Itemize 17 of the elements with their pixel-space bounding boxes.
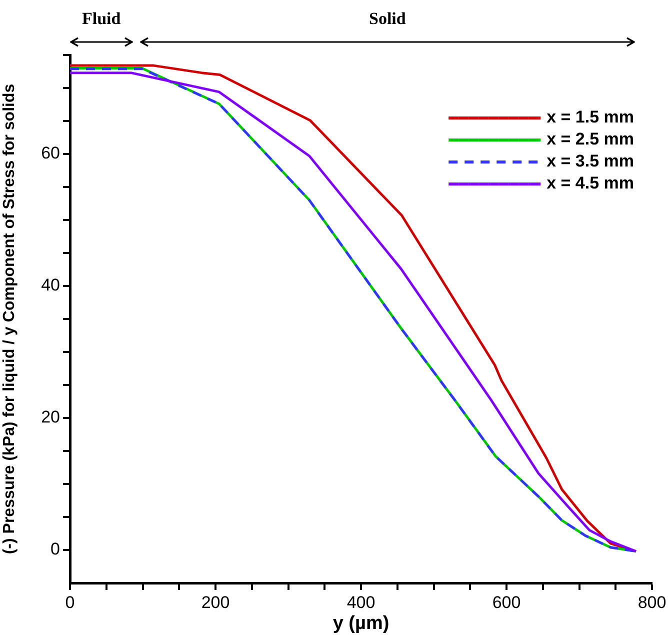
text: Solid xyxy=(369,9,406,29)
y-tick-label: 20 xyxy=(41,408,60,427)
legend-label: x = 1.5 mm xyxy=(546,108,634,127)
x-tick-label: 400 xyxy=(346,592,376,612)
y-tick-label: 40 xyxy=(41,276,60,295)
y-axis-title: (-) Pressure (kPa) for liquid / y Component of Stress for solids xyxy=(1,84,18,554)
x-tick-label: 800 xyxy=(638,592,666,612)
legend-label: x = 3.5 mm xyxy=(546,152,634,171)
legend-label: x = 2.5 mm xyxy=(546,130,634,149)
y-tick-label: 60 xyxy=(41,144,60,163)
x-tick-label: 600 xyxy=(492,592,521,612)
x-axis-title: y (µm) xyxy=(332,612,390,634)
text: Fluid xyxy=(82,9,121,29)
x-tick-label: 200 xyxy=(201,592,230,612)
y-tick-label: 0 xyxy=(50,540,60,559)
x-tick-label: 0 xyxy=(65,592,75,612)
legend-label: x = 4.5 mm xyxy=(546,174,634,193)
